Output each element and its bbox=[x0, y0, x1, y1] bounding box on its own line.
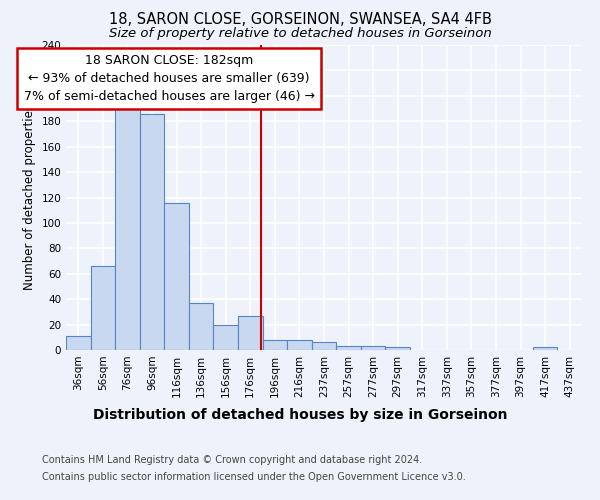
Bar bbox=[115, 98, 140, 350]
Text: Contains HM Land Registry data © Crown copyright and database right 2024.: Contains HM Land Registry data © Crown c… bbox=[42, 455, 422, 465]
Bar bbox=[361, 346, 385, 350]
Bar bbox=[287, 340, 312, 350]
Y-axis label: Number of detached properties: Number of detached properties bbox=[23, 104, 36, 290]
Bar bbox=[312, 342, 336, 350]
Text: Contains public sector information licensed under the Open Government Licence v3: Contains public sector information licen… bbox=[42, 472, 466, 482]
Bar bbox=[91, 266, 115, 350]
Bar bbox=[263, 340, 287, 350]
Bar bbox=[385, 348, 410, 350]
Bar bbox=[189, 303, 214, 350]
Bar bbox=[164, 202, 189, 350]
Bar bbox=[214, 324, 238, 350]
Bar bbox=[533, 348, 557, 350]
Text: Size of property relative to detached houses in Gorseinon: Size of property relative to detached ho… bbox=[109, 28, 491, 40]
Text: Distribution of detached houses by size in Gorseinon: Distribution of detached houses by size … bbox=[93, 408, 507, 422]
Text: 18 SARON CLOSE: 182sqm
← 93% of detached houses are smaller (639)
7% of semi-det: 18 SARON CLOSE: 182sqm ← 93% of detached… bbox=[23, 54, 314, 103]
Bar bbox=[336, 346, 361, 350]
Bar bbox=[66, 336, 91, 350]
Bar bbox=[140, 114, 164, 350]
Text: 18, SARON CLOSE, GORSEINON, SWANSEA, SA4 4FB: 18, SARON CLOSE, GORSEINON, SWANSEA, SA4… bbox=[109, 12, 491, 28]
Bar bbox=[238, 316, 263, 350]
